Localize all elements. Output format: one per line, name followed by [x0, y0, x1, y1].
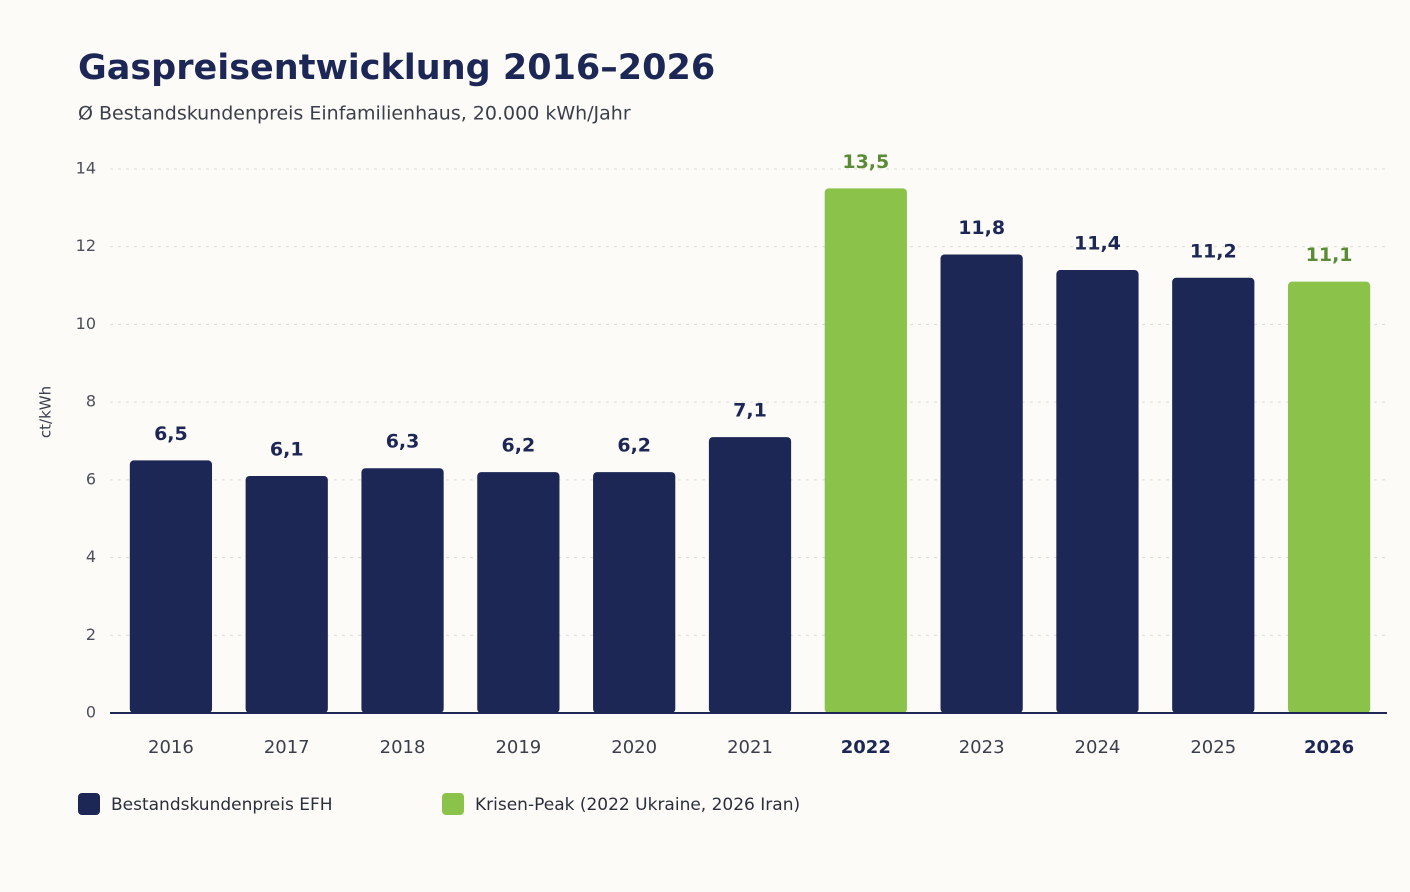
y-tick-label: 10: [76, 314, 96, 333]
legend-swatch: [442, 793, 464, 815]
value-label: 13,5: [842, 151, 889, 173]
chart-title: Gaspreisentwicklung 2016–2026: [78, 48, 715, 88]
bar: [129, 460, 213, 713]
value-label: 11,1: [1306, 244, 1353, 266]
x-tick-label: 2016: [148, 737, 194, 758]
y-axis-label: ct/kWh: [37, 386, 55, 438]
legend-label: Bestandskundenpreis EFH: [111, 795, 333, 815]
value-label: 11,8: [958, 217, 1005, 239]
x-tick-label: 2018: [380, 737, 426, 758]
x-tick-label: 2019: [495, 737, 541, 758]
x-tick-label: 2021: [727, 737, 773, 758]
chart-subtitle: Ø Bestandskundenpreis Einfamilienhaus, 2…: [78, 103, 631, 125]
bar: [593, 472, 676, 713]
bar: [1287, 281, 1371, 713]
x-tick-label: 2023: [959, 737, 1005, 758]
value-label: 6,3: [386, 431, 420, 453]
bar: [824, 188, 907, 713]
value-label: 6,5: [154, 423, 188, 445]
bar: [361, 468, 444, 713]
x-tick-label: 2017: [264, 737, 310, 758]
y-tick-label: 2: [86, 625, 96, 644]
bar: [708, 437, 792, 713]
x-tick-label: 2024: [1075, 737, 1121, 758]
y-tick-label: 4: [86, 547, 96, 566]
x-tick-label: 2022: [841, 737, 891, 758]
value-label: 6,2: [502, 435, 536, 457]
y-tick-label: 6: [86, 469, 96, 488]
bar: [1056, 270, 1139, 713]
y-tick-label: 14: [76, 159, 96, 178]
value-label: 11,4: [1074, 233, 1121, 255]
x-tick-label: 2020: [611, 737, 657, 758]
value-label: 11,2: [1190, 240, 1237, 262]
x-tick-label: 2026: [1304, 737, 1354, 758]
value-label: 6,1: [270, 438, 304, 460]
y-tick-label: 0: [86, 703, 96, 722]
bar: [245, 475, 328, 713]
legend-swatch: [78, 793, 100, 815]
bar: [940, 254, 1023, 713]
bar: [477, 472, 560, 713]
y-tick-label: 8: [86, 392, 96, 411]
y-tick-label: 12: [76, 236, 96, 255]
x-tick-label: 2025: [1190, 737, 1236, 758]
legend-label: Krisen-Peak (2022 Ukraine, 2026 Iran): [475, 795, 800, 815]
bar: [1172, 277, 1255, 713]
value-label: 7,1: [733, 400, 767, 422]
value-label: 6,2: [617, 435, 651, 457]
